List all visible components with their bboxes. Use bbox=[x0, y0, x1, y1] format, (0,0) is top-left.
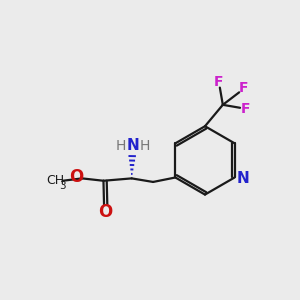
Text: CH: CH bbox=[46, 174, 64, 187]
Text: F: F bbox=[240, 102, 250, 116]
Text: O: O bbox=[70, 168, 84, 186]
Text: H: H bbox=[140, 139, 150, 153]
Text: H: H bbox=[116, 139, 126, 153]
Text: F: F bbox=[239, 82, 249, 95]
Text: 3: 3 bbox=[59, 181, 65, 190]
Text: N: N bbox=[236, 171, 249, 186]
Text: O: O bbox=[98, 203, 112, 221]
Text: N: N bbox=[127, 138, 140, 153]
Text: F: F bbox=[214, 75, 224, 89]
